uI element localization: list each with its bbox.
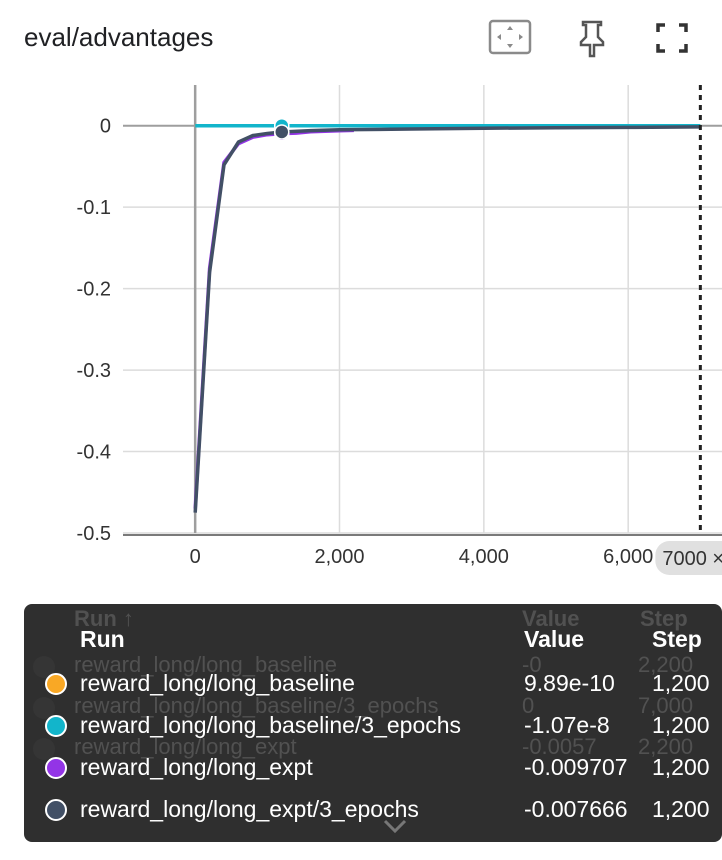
run-name: reward_long/long_expt/3_epochs [80, 796, 419, 822]
tooltip-row: reward_long/long_baseline 9.89e-10 1,200 [24, 666, 722, 706]
ghost-name: reward_long/long_baseline/3_epochs [74, 693, 439, 718]
ghost-header: Run ↑ [74, 606, 134, 631]
fit-domain-button[interactable] [488, 18, 532, 58]
value-column-header: Value [524, 626, 585, 652]
ghost-value: 0 [522, 693, 535, 718]
step-badge-label: 7000 × [662, 548, 722, 570]
x-tick-label: 4,000 [459, 546, 509, 568]
hover-marker [274, 124, 290, 140]
series-color-dot [45, 799, 67, 821]
ghost-step: 7,000 [638, 693, 694, 718]
run-value: -0.009707 [524, 754, 628, 780]
ghost-dot [33, 738, 55, 760]
line-chart[interactable]: 0 -0.1 -0.2 -0.3 -0.4 -0.5 0 2,000 4,000 6,000 700… [0, 70, 722, 580]
run-name: reward_long/long_expt [80, 754, 313, 780]
data-tooltip: Run ↑ Value Step reward_long/long_baseline -… [24, 604, 722, 842]
x-tick-label: 2,000 [314, 546, 364, 568]
fit-domain-icon [488, 19, 532, 55]
pin-button[interactable] [570, 18, 614, 58]
x-tick-label: 6,000 [603, 546, 653, 568]
y-tick-label: -0.1 [77, 197, 111, 219]
run-step: 1,200 [652, 796, 710, 822]
step-badge [655, 541, 722, 575]
series-color-dot [45, 715, 67, 737]
run-value: -1.07e-8 [524, 712, 610, 738]
tooltip-row: reward_long/long_expt -0.009707 1,200 [24, 750, 722, 790]
ghost-name: reward_long/long_baseline [74, 652, 337, 677]
y-tick-label: -0.2 [77, 279, 111, 301]
ghost-name: reward_long/long_expt [74, 734, 297, 759]
run-value: 9.89e-10 [524, 670, 615, 696]
fullscreen-icon [656, 23, 688, 53]
chevron-down-icon[interactable] [382, 818, 408, 834]
ghost-header: Value [522, 606, 580, 631]
series-line [193, 125, 701, 513]
y-tick-label: 0 [100, 116, 111, 138]
ghost-value: -0.0057 [522, 734, 597, 759]
tooltip-row: reward_long/long_baseline/3_epochs -1.07e… [24, 708, 722, 748]
step-column-header: Step [652, 626, 702, 652]
ghost-step: 2,200 [638, 734, 694, 759]
run-value: -0.007666 [524, 796, 628, 822]
ghost-header: Step [640, 606, 688, 631]
x-tick-label: 0 [190, 546, 201, 568]
y-tick-label: -0.3 [77, 360, 111, 382]
run-step: 1,200 [652, 712, 710, 738]
ghost-step: 2,200 [638, 652, 694, 677]
series-color-dot [45, 757, 67, 779]
chart-title: eval/advantages [24, 22, 214, 52]
y-tick-label: -0.4 [77, 442, 111, 464]
ghost-dot [33, 697, 55, 719]
run-step: 1,200 [652, 754, 710, 780]
ghost-dot [33, 656, 55, 678]
series-color-dot [45, 673, 67, 695]
tooltip-row: reward_long/long_expt/3_epochs -0.007666 1… [24, 792, 722, 832]
ghost-value: -0 [522, 652, 542, 677]
fullscreen-button[interactable] [650, 18, 694, 58]
run-name: reward_long/long_baseline [80, 670, 355, 696]
run-step: 1,200 [652, 670, 710, 696]
run-name: reward_long/long_baseline/3_epochs [80, 712, 462, 738]
pin-icon [579, 20, 605, 58]
y-tick-label: -0.5 [77, 523, 111, 545]
run-column-header: Run [80, 626, 125, 652]
